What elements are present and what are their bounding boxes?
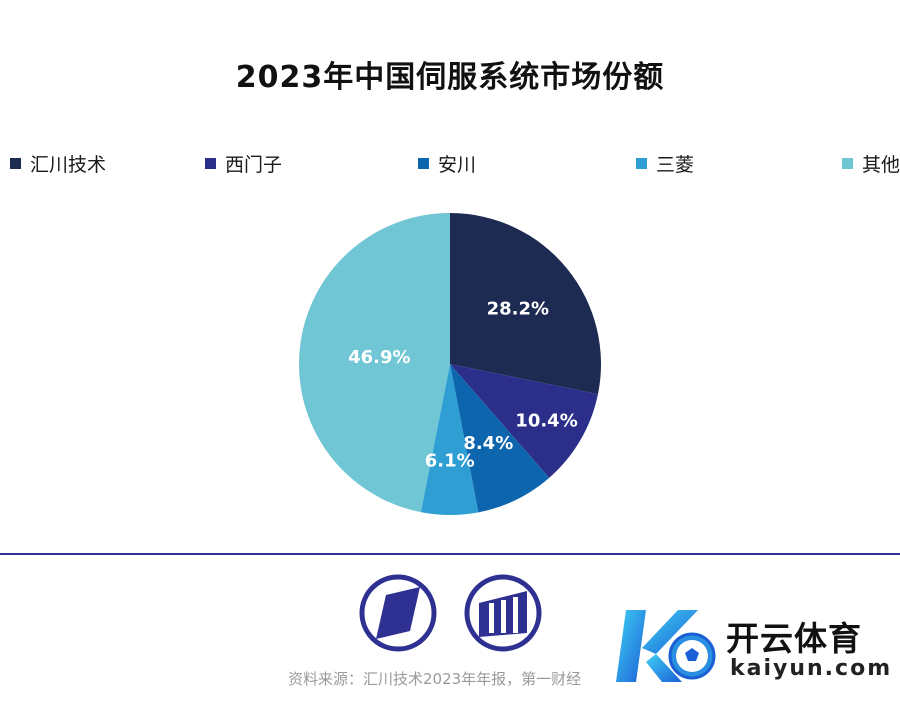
legend-item: 西门子 (205, 150, 282, 177)
pie-slice (450, 364, 598, 478)
legend-swatch (418, 158, 429, 169)
pie-chart: 28.2% 10.4%8.4%6.1% 46.9% (299, 213, 602, 515)
watermark-cn: 开云体育 (726, 619, 862, 658)
parallelogram-logo-icon (359, 574, 437, 652)
pie-slice (450, 213, 602, 395)
source-note: 资料来源：汇川技术2023年年报，第一财经 (288, 670, 582, 688)
divider-line (0, 553, 900, 555)
pie-slice (450, 364, 550, 513)
kaiyun-watermark: 开云体育 kaiyun.com (612, 604, 898, 688)
soccer-ball-logo-icon (616, 610, 716, 682)
legend-label: 西门子 (225, 154, 283, 176)
legend-label: 安川 (438, 154, 477, 176)
legend-item: 安川 (418, 150, 476, 177)
chart-legend: 汇川技术 西门子 安川 三菱 其他 (0, 150, 900, 180)
legend-item: 其他 (842, 150, 900, 177)
slice-label: 28.2% (487, 299, 549, 320)
legend-label: 汇川技术 (30, 154, 107, 176)
legend-item: 三菱 (636, 150, 694, 177)
legend-swatch (842, 158, 853, 169)
slice-label: 10.4% (515, 410, 577, 431)
bar-logo-icon (464, 574, 542, 652)
pie-slice (299, 213, 450, 513)
slice-label: 6.1% (425, 451, 475, 472)
legend-swatch (205, 158, 216, 169)
legend-label: 三菱 (656, 154, 695, 176)
legend-swatch (10, 158, 21, 169)
legend-swatch (636, 158, 647, 169)
watermark-en: kaiyun.com (730, 656, 893, 681)
chart-title: 2023年中国伺服系统市场份额 (235, 60, 665, 95)
slice-label: 46.9% (348, 347, 410, 368)
pie-slice (420, 364, 479, 515)
slice-label: 8.4% (463, 433, 513, 454)
legend-label: 其他 (862, 154, 900, 176)
legend-item: 汇川技术 (10, 150, 106, 177)
